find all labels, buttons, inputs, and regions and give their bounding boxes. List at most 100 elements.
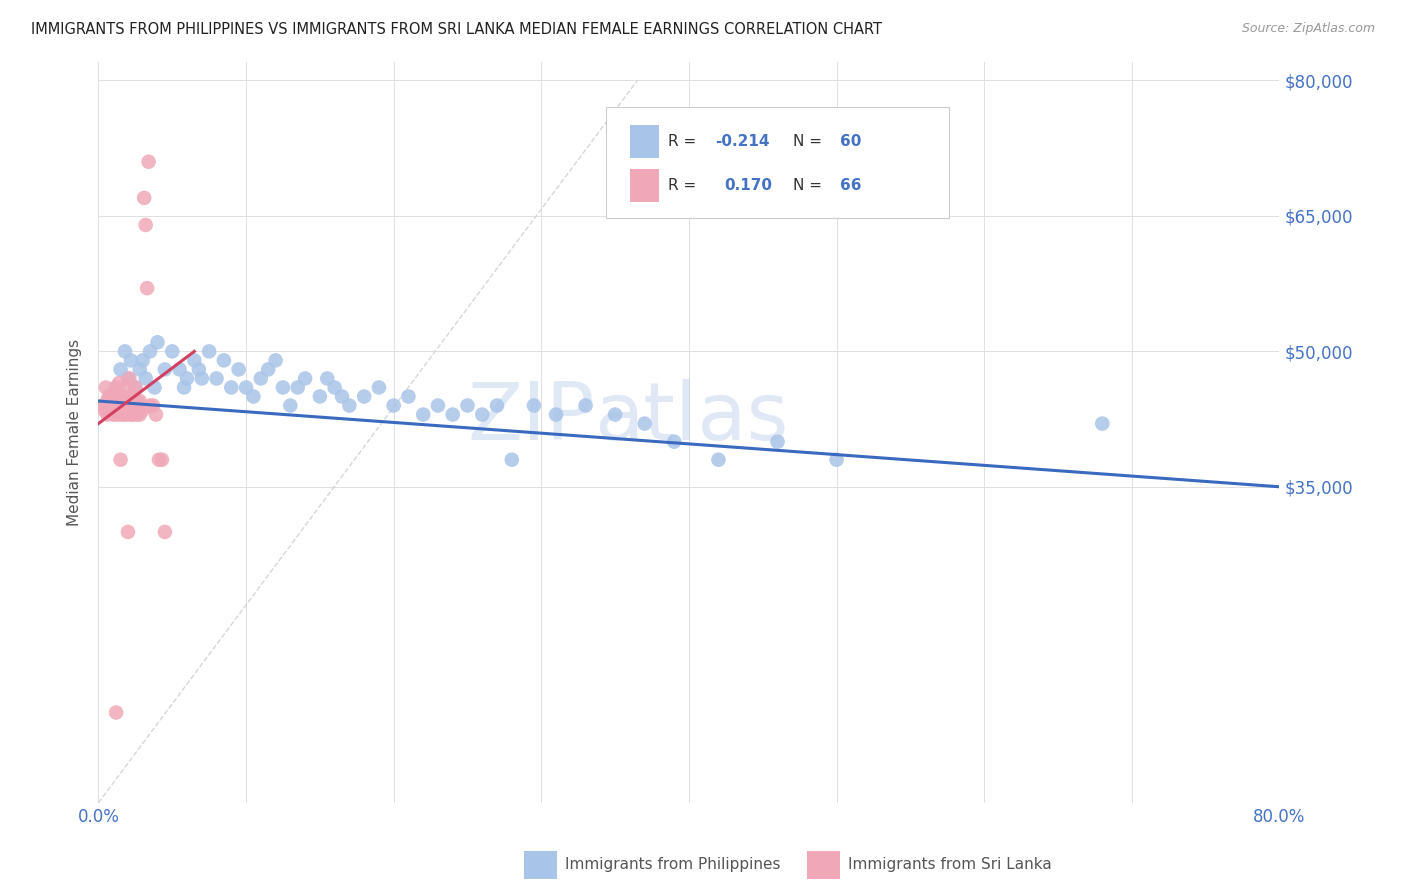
Point xyxy=(523,399,546,413)
Point xyxy=(471,408,494,422)
Point xyxy=(108,399,131,413)
Point xyxy=(125,408,148,422)
Point xyxy=(412,408,434,422)
Text: N =: N = xyxy=(793,134,827,149)
Point xyxy=(228,362,250,376)
Point xyxy=(124,380,146,394)
Point xyxy=(294,371,316,385)
Point xyxy=(122,399,145,413)
Point xyxy=(634,417,657,431)
Point xyxy=(287,380,309,394)
Point xyxy=(212,353,235,368)
Point xyxy=(117,524,139,539)
Point xyxy=(128,408,150,422)
Point xyxy=(98,399,121,413)
Point xyxy=(173,380,195,394)
Point xyxy=(382,399,405,413)
Point xyxy=(121,399,143,413)
Point xyxy=(105,380,128,394)
Text: Source: ZipAtlas.com: Source: ZipAtlas.com xyxy=(1241,22,1375,36)
Point xyxy=(191,371,214,385)
Point xyxy=(105,408,128,422)
Point xyxy=(124,399,146,413)
Point xyxy=(122,403,145,417)
Point xyxy=(104,384,127,399)
Point xyxy=(148,452,170,467)
Point xyxy=(575,399,598,413)
Text: Immigrants from Sri Lanka: Immigrants from Sri Lanka xyxy=(848,857,1052,872)
Point xyxy=(825,452,848,467)
Text: -0.214: -0.214 xyxy=(714,134,769,149)
Point xyxy=(128,362,150,376)
Point xyxy=(187,362,209,376)
Point xyxy=(271,380,294,394)
Point xyxy=(242,390,264,404)
Text: ZIP: ZIP xyxy=(467,379,595,457)
Point xyxy=(309,390,332,404)
Point xyxy=(664,434,686,449)
Point xyxy=(162,344,183,359)
Point xyxy=(110,452,132,467)
Point xyxy=(117,399,139,413)
Point xyxy=(235,380,257,394)
Point xyxy=(105,706,128,720)
Point xyxy=(427,399,450,413)
FancyBboxPatch shape xyxy=(630,169,659,202)
Point xyxy=(100,399,122,413)
Point xyxy=(138,154,160,169)
Point xyxy=(139,344,162,359)
Point xyxy=(339,399,361,413)
Point xyxy=(118,399,141,413)
Point xyxy=(128,394,150,409)
Point xyxy=(125,394,148,409)
Point xyxy=(143,380,166,394)
Point xyxy=(135,371,157,385)
Point xyxy=(124,399,146,413)
Point xyxy=(110,390,132,404)
Point xyxy=(153,362,176,376)
Point xyxy=(129,399,152,413)
Point xyxy=(198,344,221,359)
Point xyxy=(136,281,159,295)
Point xyxy=(110,362,132,376)
Point xyxy=(104,399,127,413)
Point xyxy=(169,362,191,376)
Point xyxy=(205,371,228,385)
Point xyxy=(112,408,135,422)
Point xyxy=(546,408,568,422)
Point xyxy=(150,452,173,467)
Point xyxy=(93,403,115,417)
Point xyxy=(114,390,136,404)
Point xyxy=(323,380,346,394)
Point xyxy=(107,399,129,413)
Point xyxy=(105,380,128,394)
Point xyxy=(316,371,339,385)
Point xyxy=(100,390,122,404)
Point xyxy=(707,452,730,467)
Point xyxy=(97,399,120,413)
Point xyxy=(441,408,464,422)
Point xyxy=(94,399,117,413)
Point xyxy=(121,408,143,422)
Point xyxy=(96,394,118,409)
Point xyxy=(114,399,136,413)
Point xyxy=(766,434,789,449)
Point xyxy=(353,390,375,404)
Point xyxy=(120,408,142,422)
Text: Immigrants from Philippines: Immigrants from Philippines xyxy=(565,857,780,872)
Point xyxy=(120,353,142,368)
Point xyxy=(120,390,142,404)
Point xyxy=(501,452,523,467)
FancyBboxPatch shape xyxy=(807,851,841,879)
Point xyxy=(153,524,176,539)
Point xyxy=(103,394,125,409)
Point xyxy=(250,371,273,385)
Point xyxy=(124,380,146,394)
Point xyxy=(132,403,155,417)
Point xyxy=(135,218,157,232)
Point xyxy=(115,408,138,422)
FancyBboxPatch shape xyxy=(630,125,659,158)
Point xyxy=(145,408,167,422)
Text: atlas: atlas xyxy=(595,379,789,457)
Text: 60: 60 xyxy=(841,134,862,149)
